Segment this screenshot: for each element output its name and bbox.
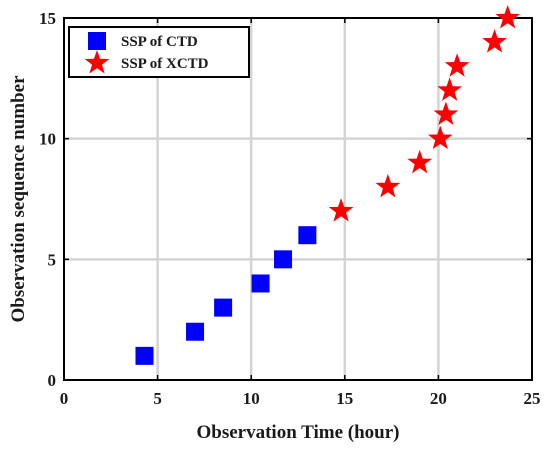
ctd-square-point bbox=[186, 322, 205, 341]
ctd-square-point bbox=[251, 274, 270, 293]
y-tick-label: 15 bbox=[39, 9, 56, 28]
xctd-star-point bbox=[444, 53, 470, 77]
axis-ticks: 0 5 10 15 20 25 0 5 10 15 bbox=[39, 9, 541, 408]
legend-entry-label: SSP of XCTD bbox=[121, 56, 209, 72]
grid-lines bbox=[64, 18, 532, 380]
data-points bbox=[135, 5, 521, 365]
legend-square-marker bbox=[88, 32, 106, 50]
xctd-star-point bbox=[407, 149, 433, 174]
legend-entry-label: SSP of CTD bbox=[121, 34, 198, 50]
x-tick-label: 0 bbox=[60, 389, 69, 408]
x-tick-label: 20 bbox=[430, 389, 447, 408]
xctd-star-point bbox=[427, 125, 453, 150]
xctd-star-point bbox=[433, 101, 459, 126]
x-tick-label: 10 bbox=[243, 389, 260, 408]
x-tick-label: 15 bbox=[336, 389, 353, 408]
x-axis-label: Observation Time (hour) bbox=[196, 422, 399, 443]
plot-area-frame bbox=[63, 17, 533, 381]
y-tick-label: 5 bbox=[48, 250, 57, 269]
xctd-star-point bbox=[495, 5, 521, 29]
ctd-square-point bbox=[298, 226, 317, 245]
legend: SSP of CTD SSP of XCTD bbox=[68, 26, 250, 78]
x-tick-label: 5 bbox=[153, 389, 162, 408]
legend-star-marker bbox=[84, 50, 110, 74]
x-tick-label: 25 bbox=[524, 389, 541, 408]
ctd-square-point bbox=[135, 346, 154, 365]
y-axis-label: Observation sequence number bbox=[8, 75, 29, 323]
xctd-star-point bbox=[375, 173, 401, 198]
y-tick-label: 10 bbox=[39, 130, 56, 149]
xctd-star-point bbox=[482, 29, 507, 53]
xctd-star-point bbox=[328, 198, 354, 222]
ctd-square-point bbox=[274, 250, 293, 269]
y-tick-label: 0 bbox=[48, 371, 57, 390]
ctd-square-point bbox=[214, 298, 233, 317]
xctd-star-point bbox=[437, 77, 462, 101]
